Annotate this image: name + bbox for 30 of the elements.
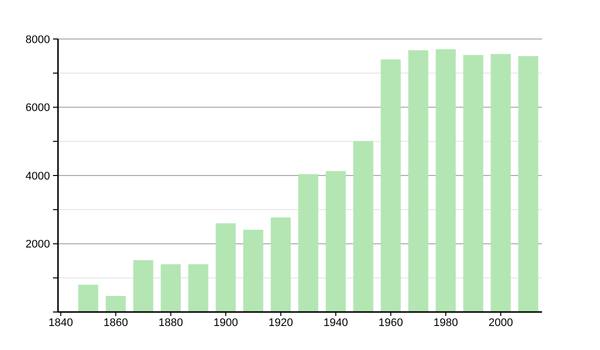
x-tick-label: 1960 [378, 317, 403, 329]
x-tick-label: 1920 [268, 317, 293, 329]
bar [518, 56, 538, 312]
y-tick-label: 6000 [26, 102, 50, 114]
x-tick-label: 1940 [324, 317, 348, 329]
bar [436, 49, 456, 312]
x-tick-label: 2000 [488, 317, 513, 329]
bar [298, 174, 318, 312]
x-tick-label: 1980 [434, 317, 458, 329]
bar [463, 55, 484, 312]
bar [78, 284, 98, 312]
bar [243, 230, 264, 312]
x-tick-label: 1880 [158, 317, 183, 329]
bar [353, 141, 374, 312]
bar [188, 264, 208, 312]
y-tick-label: 4000 [26, 170, 50, 182]
bar [160, 264, 181, 312]
x-tick-label: 1900 [214, 317, 238, 329]
bar [490, 54, 511, 312]
bar [326, 171, 346, 312]
bar [408, 50, 428, 312]
x-tick-label: 1840 [48, 317, 73, 329]
bar [106, 296, 126, 312]
bar [216, 223, 236, 312]
bar [133, 260, 154, 312]
x-tick-label: 1860 [104, 317, 128, 329]
bar [270, 217, 291, 312]
bar [380, 59, 401, 312]
y-tick-label: 8000 [26, 34, 50, 46]
y-tick-label: 2000 [26, 238, 50, 251]
